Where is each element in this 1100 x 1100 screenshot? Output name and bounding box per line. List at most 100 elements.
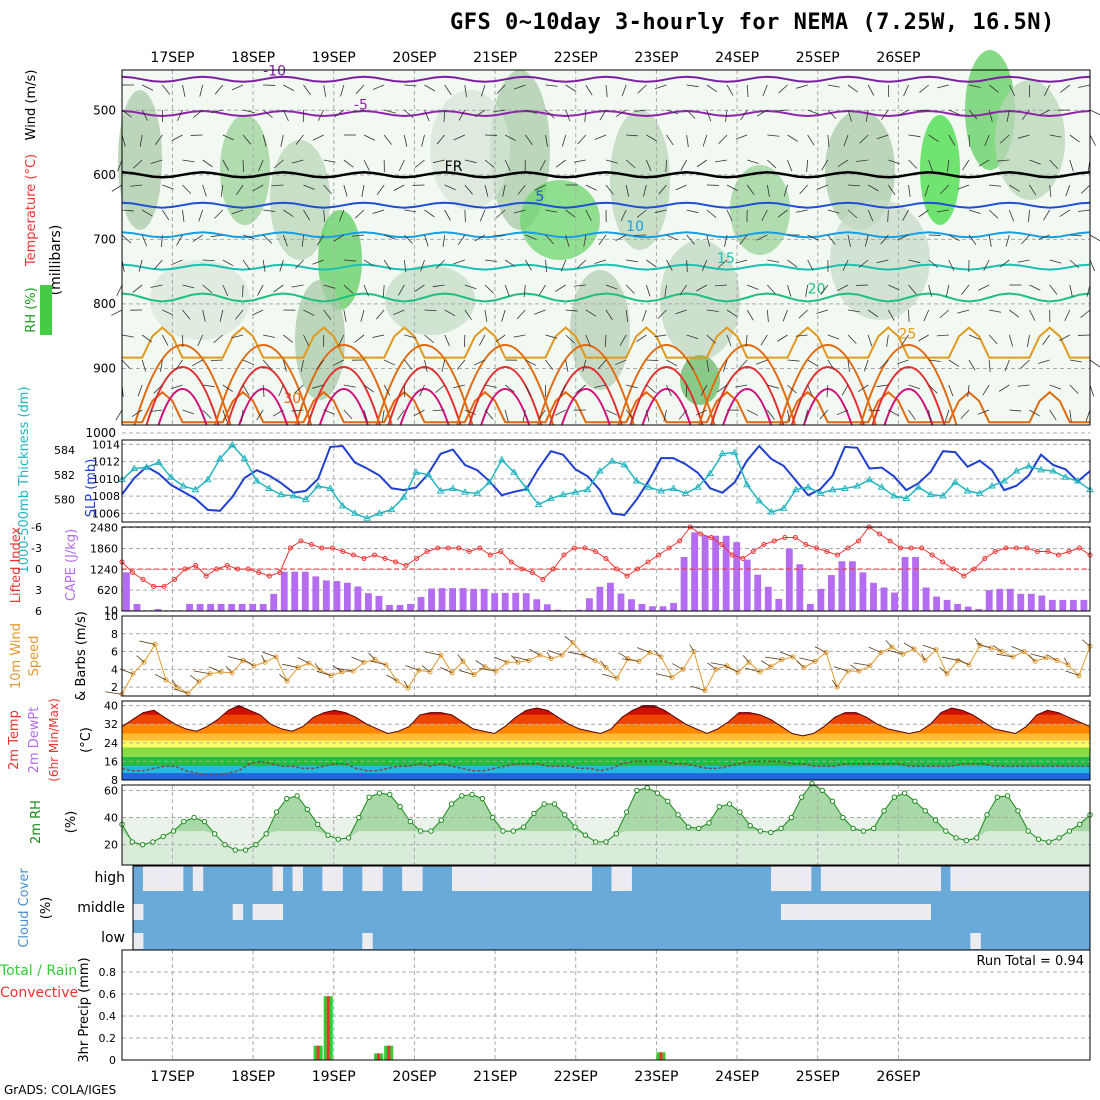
wind-barb xyxy=(897,109,909,117)
wind-speed-marker xyxy=(900,651,906,657)
li-marker xyxy=(466,549,472,554)
wind-barb xyxy=(576,384,587,393)
wind-barb xyxy=(696,159,708,168)
wind-barb xyxy=(154,134,163,145)
wind-barb xyxy=(1028,209,1030,222)
thickness-marker xyxy=(412,468,420,475)
wind-barb xyxy=(464,309,473,321)
wind-barb xyxy=(565,334,575,344)
li-marker xyxy=(214,566,220,572)
wind-barb xyxy=(414,284,425,293)
wind-barb xyxy=(702,134,708,147)
wind-barb-10m xyxy=(370,660,387,666)
wind-barb xyxy=(706,84,718,93)
wind-axis-label: Wind (m/s) xyxy=(24,70,39,141)
temp-bands xyxy=(122,705,1090,780)
wind-barb xyxy=(504,259,516,267)
wind-barb xyxy=(1069,234,1082,237)
cape-bar xyxy=(217,603,225,611)
wind-barb xyxy=(908,309,910,323)
wind-barb xyxy=(214,84,224,95)
wind-barb xyxy=(343,409,353,420)
wind-barb xyxy=(424,334,434,344)
wind-barb xyxy=(393,184,405,191)
day-label-top: 19SEP xyxy=(312,50,356,66)
cape-bar xyxy=(785,548,793,611)
cloud-gap xyxy=(880,866,892,891)
thickness-marker xyxy=(779,504,788,511)
thickness-marker xyxy=(865,475,874,483)
wind-barb xyxy=(746,409,759,416)
li-marker xyxy=(235,566,241,572)
temp-band xyxy=(122,740,1090,748)
wind-barb xyxy=(666,384,672,397)
cloud-gap xyxy=(850,904,862,920)
wind-barb xyxy=(957,184,970,190)
rh-marker xyxy=(819,787,825,794)
thickness-marker xyxy=(522,484,531,491)
wind-speed-marker xyxy=(515,659,521,665)
wind-barb xyxy=(222,384,234,393)
wind-barb-10m xyxy=(996,653,1014,658)
wind-speed-marker xyxy=(229,670,235,676)
isotherm-line xyxy=(121,109,1091,118)
wind-barb-10m xyxy=(548,650,563,656)
wind-barb xyxy=(211,109,223,114)
wind-barb xyxy=(1049,184,1052,197)
wind-barb xyxy=(989,309,1002,313)
heat-contour xyxy=(306,366,381,426)
wind-barb xyxy=(360,309,365,322)
wind-barb xyxy=(762,84,768,97)
wind-barb xyxy=(706,109,712,122)
li-marker xyxy=(740,556,746,561)
wind-barb xyxy=(1029,284,1041,291)
wind-barb xyxy=(241,409,244,422)
li-marker xyxy=(393,559,399,565)
wind-barb xyxy=(565,109,571,122)
wind-barb-10m xyxy=(139,640,156,645)
cloud-gap xyxy=(780,904,792,920)
cape-bar xyxy=(407,603,414,611)
wind-barb-10m xyxy=(105,691,123,695)
wind-barb xyxy=(747,159,759,164)
wind-barb xyxy=(312,259,324,265)
wind-barb xyxy=(787,384,797,394)
wind-barb xyxy=(493,234,506,237)
thickness-marker xyxy=(142,463,151,470)
wind-barb xyxy=(847,109,852,122)
heat-contour xyxy=(871,366,946,426)
wind-barb xyxy=(354,334,365,343)
wind-barb xyxy=(901,334,909,346)
rh-shade xyxy=(730,165,790,255)
li-marker xyxy=(614,566,620,572)
rh-marker xyxy=(490,814,496,821)
wind-speed-marker xyxy=(394,678,400,684)
wind-axis-label-2: Speed xyxy=(27,636,42,677)
wind-barb xyxy=(605,84,608,97)
cape-bar xyxy=(806,603,814,611)
wind-barb xyxy=(291,409,304,412)
li-marker xyxy=(1003,545,1009,551)
wind-barb-10m xyxy=(799,657,816,662)
wind-barb xyxy=(576,259,587,269)
cloud-gap xyxy=(531,866,543,891)
wind-barb xyxy=(1064,309,1071,322)
wind-barb xyxy=(605,284,618,290)
wind-barb xyxy=(646,259,657,268)
wind-barb xyxy=(997,159,1010,162)
rh-marker xyxy=(943,828,949,834)
wind-barb xyxy=(666,109,678,115)
wind-barb xyxy=(1089,259,1096,272)
wind-barb xyxy=(847,334,857,344)
wind-barb xyxy=(807,109,820,115)
cloud-gap xyxy=(840,866,852,891)
wind-barb xyxy=(625,284,635,294)
wind-barb xyxy=(372,209,385,214)
wind-barb xyxy=(192,234,203,243)
wind-barb xyxy=(948,234,960,241)
wind-barb xyxy=(1017,259,1030,263)
chart-title: GFS 0~10day 3-hourly for NEMA (7.25W, 16… xyxy=(450,10,1055,35)
cloud-gap xyxy=(1050,866,1061,891)
isotherm-line xyxy=(121,171,1091,179)
heat-contour xyxy=(456,344,555,426)
